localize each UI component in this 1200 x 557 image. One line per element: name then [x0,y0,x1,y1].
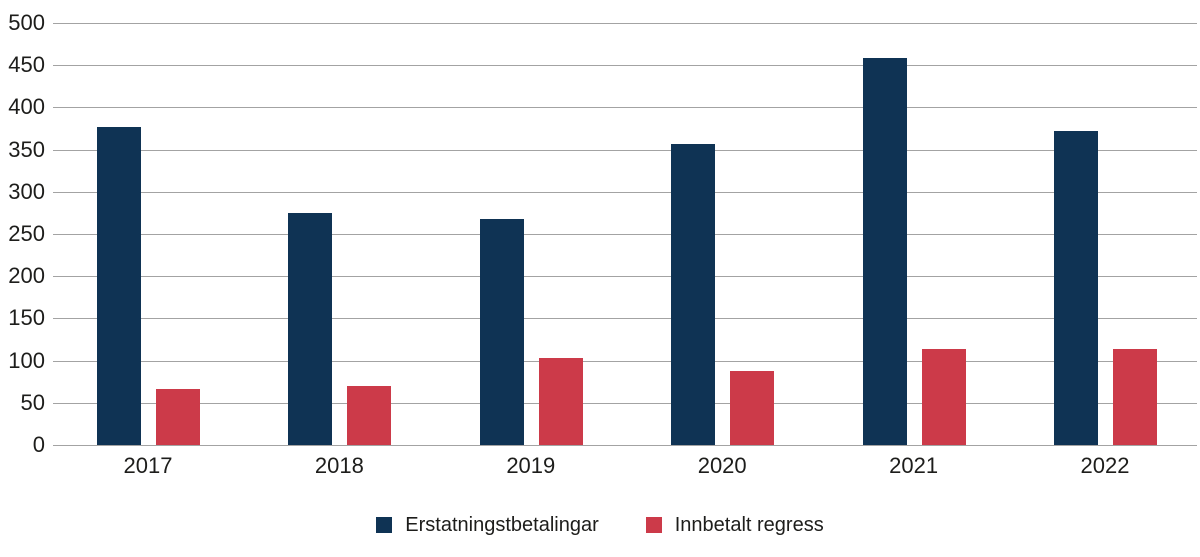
bar-erstatningstbetalingar-2021 [862,57,907,445]
y-tick-label-200: 200 [8,263,45,289]
y-tick-label-150: 150 [8,305,45,331]
legend-label: Innbetalt regress [674,514,824,536]
bar-innbetalt-regress-2017 [156,389,200,445]
gridline-350 [53,149,1197,151]
y-tick-label-450: 450 [8,52,45,78]
legend-item-innbetalt-regress: Innbetalt regress [645,513,824,537]
legend-label: Erstatningstbetalingar [405,514,599,536]
y-tick-label-300: 300 [8,178,45,204]
y-tick-label-350: 350 [8,136,45,162]
y-tick-label-0: 0 [32,432,45,457]
y-tick-label-400: 400 [8,94,45,120]
x-tick-label-2022: 2022 [1080,453,1130,478]
gridline-0 [53,445,1197,446]
bar-erstatningstbetalingar-2019 [479,218,524,445]
bar-erstatningstbetalingar-2018 [288,212,333,445]
gridline-200 [53,276,1197,278]
gridline-300 [53,191,1197,193]
bar-erstatningstbetalingar-2022 [1054,131,1098,445]
gridline-250 [53,234,1197,235]
x-tick-label-2018: 2018 [314,453,364,478]
x-tick-label-2017: 2017 [123,453,173,478]
legend-swatch-icon [376,517,393,533]
bar-erstatningstbetalingar-2017 [97,126,141,445]
legend-swatch-icon [645,517,662,533]
y-tick-label-100: 100 [8,347,45,373]
legend-item-erstatningstbetalingar: Erstatningstbetalingar [376,513,599,537]
x-tick-label-2021: 2021 [889,453,939,478]
gridline-50 [53,402,1197,404]
y-tick-label-250: 250 [8,221,45,246]
bar-innbetalt-regress-2018 [347,385,392,445]
gridline-400 [53,107,1197,109]
bar-erstatningstbetalingar-2020 [671,143,716,445]
legend: Erstatningstbetalingar Innbetalt regress [0,513,1200,537]
plot-area [53,23,1197,446]
bar-innbetalt-regress-2020 [730,370,775,445]
gridline-450 [53,65,1197,67]
gridline-500 [53,23,1197,24]
y-tick-label-50: 50 [20,389,45,415]
gridline-100 [53,360,1197,362]
bar-innbetalt-regress-2021 [921,348,966,445]
gridline-150 [53,318,1197,320]
x-tick-label-2020: 2020 [697,453,747,478]
x-tick-label-2019: 2019 [506,453,556,478]
bar-innbetalt-regress-2019 [538,358,583,445]
y-tick-label-500: 500 [8,10,45,35]
bar-innbetalt-regress-2022 [1113,348,1157,445]
